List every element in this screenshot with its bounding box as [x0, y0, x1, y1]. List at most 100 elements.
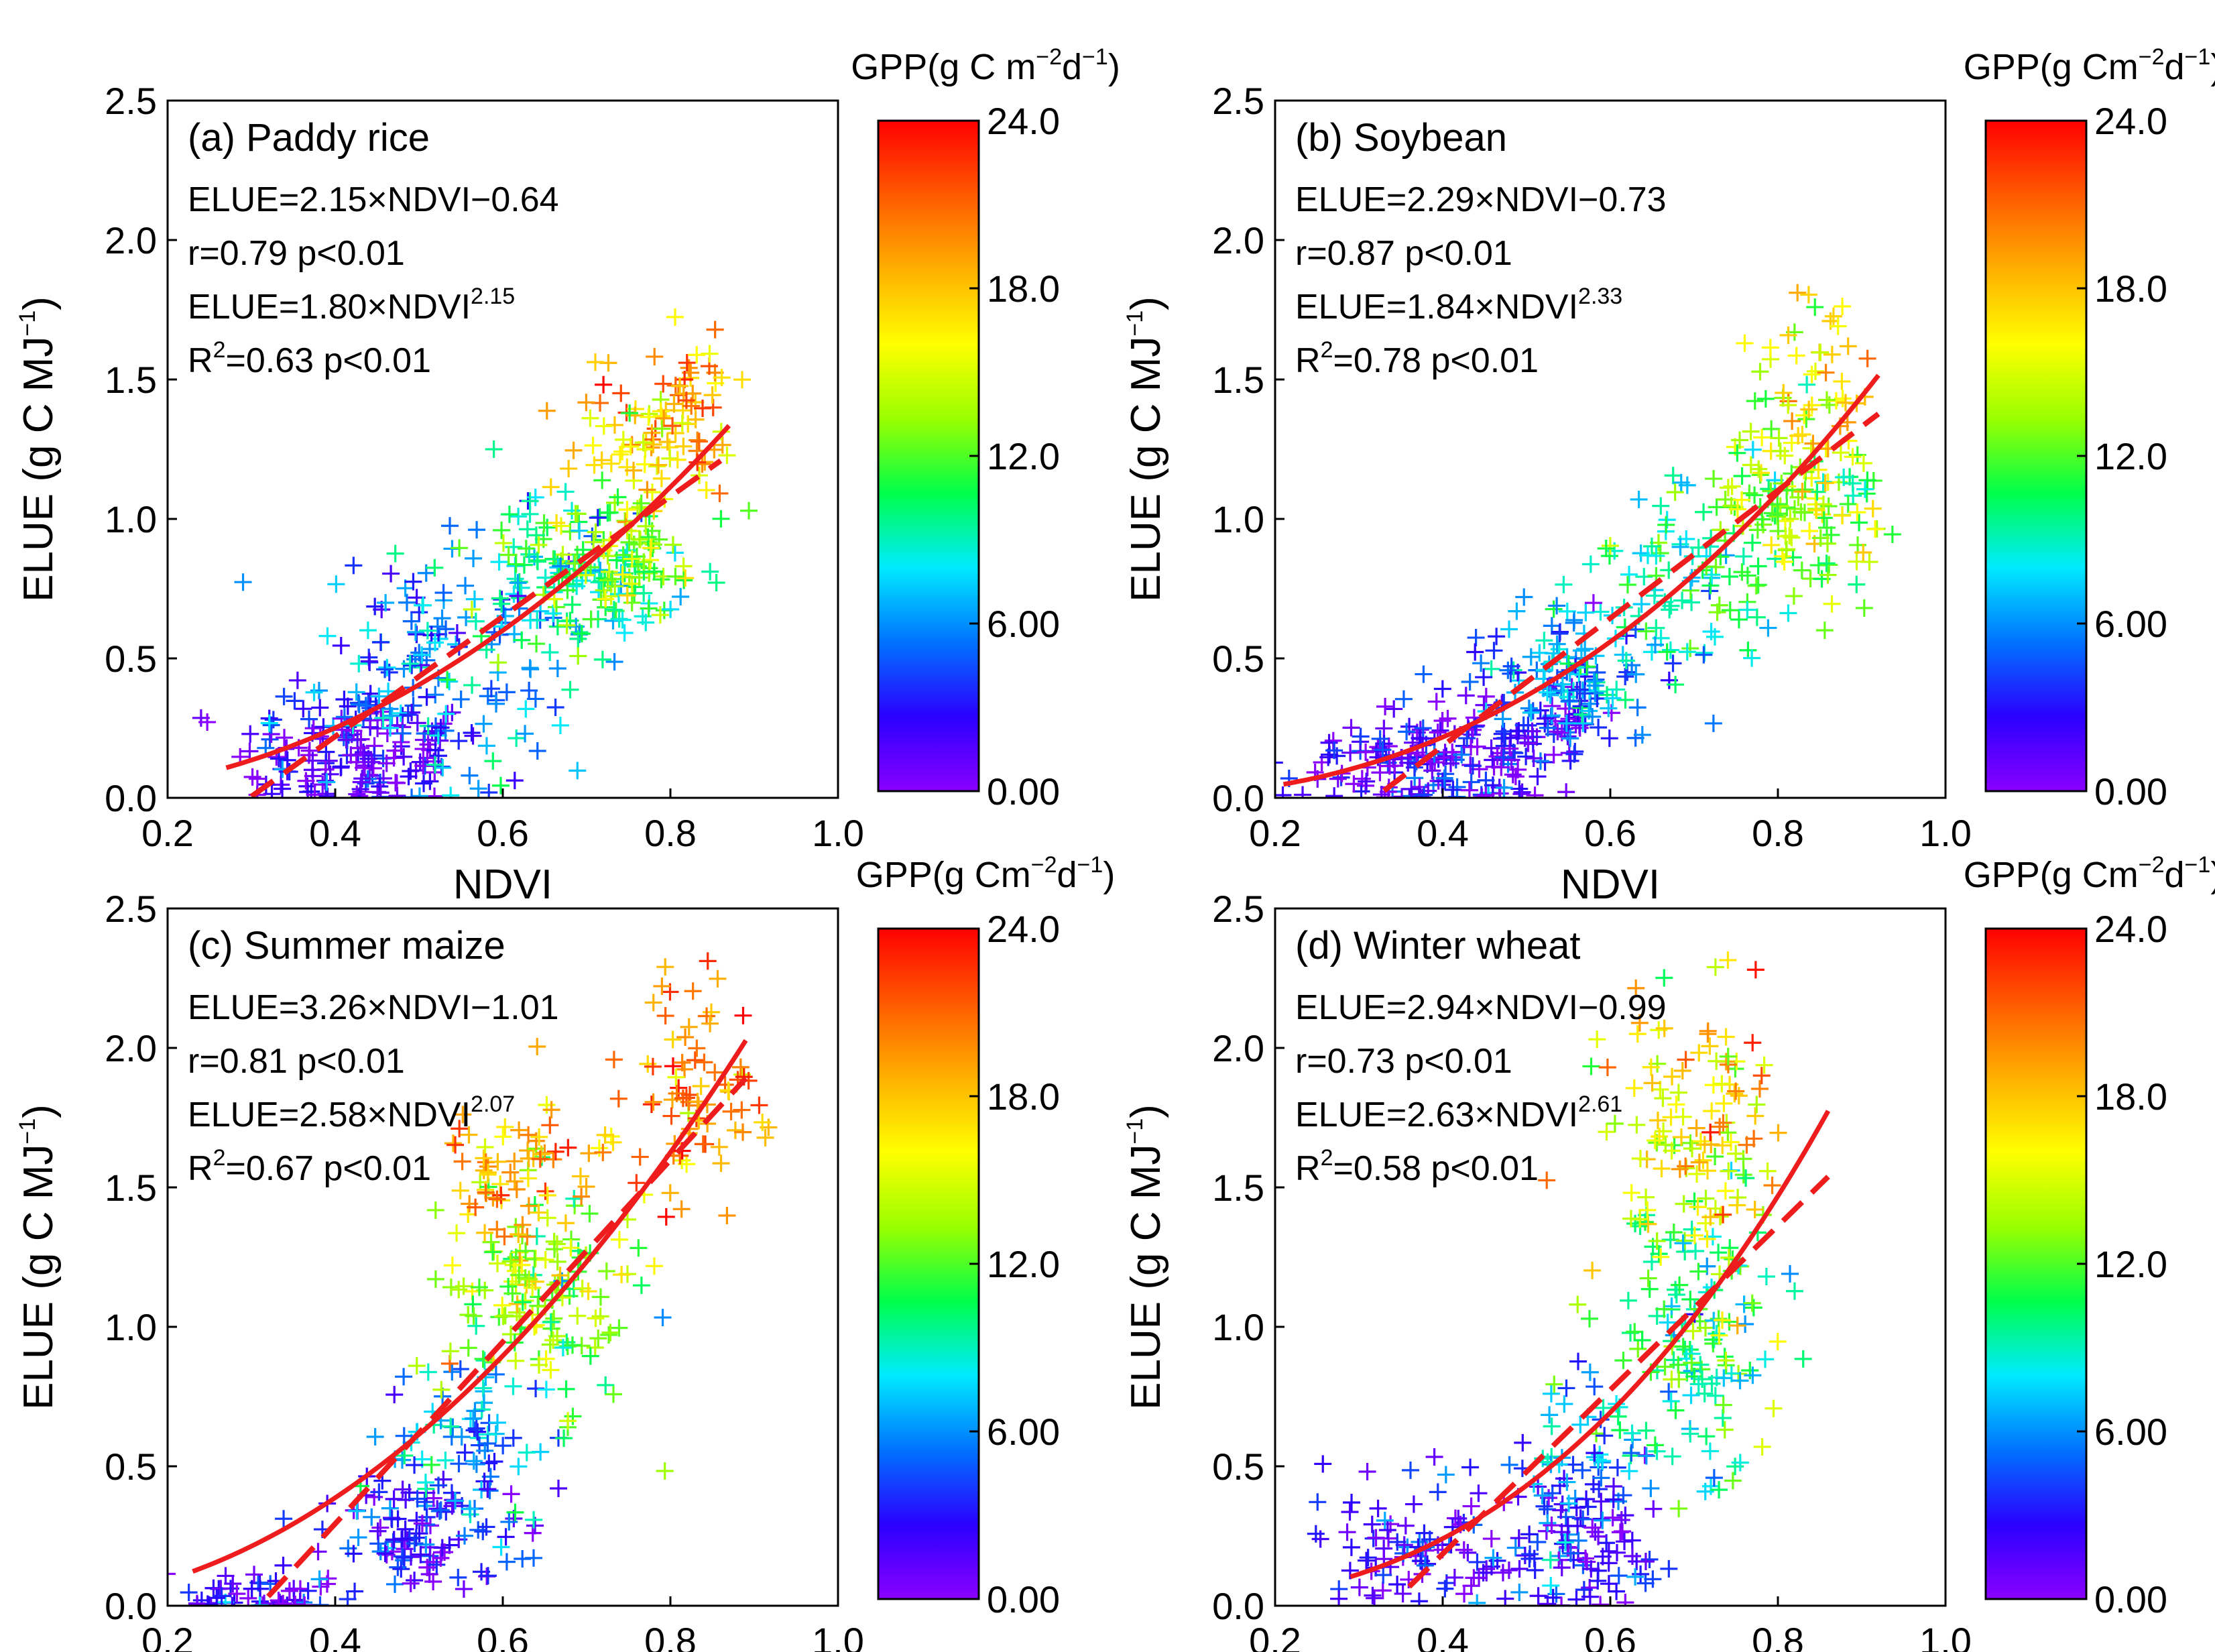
scatter-point [1598, 1059, 1616, 1076]
scatter-point [605, 653, 623, 671]
scatter-point [484, 752, 502, 770]
scatter-point [396, 1447, 414, 1465]
scatter-point [1698, 1230, 1716, 1248]
colorbar-tick-label: 24.0 [987, 100, 1060, 142]
scatter-point [1590, 718, 1608, 736]
scatter-point [1728, 500, 1746, 518]
scatter-point [501, 1163, 520, 1181]
scatter-point [591, 1307, 609, 1325]
panel-title: (b) Soybean [1295, 116, 1507, 160]
scatter-point [475, 1149, 493, 1167]
scatter-point [519, 1169, 537, 1187]
scatter-point [1850, 514, 1868, 532]
scatter-point [518, 1228, 536, 1246]
y-tick-label: 0.0 [105, 1585, 157, 1627]
scatter-point [454, 1106, 472, 1124]
scatter-point [656, 1462, 674, 1480]
scatter-point [1637, 1421, 1655, 1439]
scatter-point [1374, 1566, 1392, 1584]
scatter-point [662, 600, 680, 618]
scatter-point [404, 573, 422, 591]
scatter-point [393, 1547, 411, 1566]
scatter-point [1783, 412, 1801, 430]
y-tick-label: 1.5 [105, 359, 157, 401]
scatter-point [1586, 1523, 1604, 1541]
scatter-point [1427, 693, 1445, 711]
scatter-point [499, 1277, 518, 1295]
scatter-point [1656, 1358, 1674, 1376]
scatter-point [1675, 1232, 1693, 1250]
x-tick-label: 0.8 [644, 1620, 697, 1652]
scatter-point [1648, 1232, 1666, 1250]
scatter-point [600, 1325, 618, 1344]
scatter-point [1583, 1261, 1602, 1279]
scatter-point [1576, 1549, 1594, 1568]
scatter-point [1553, 675, 1571, 693]
scatter-point [604, 1133, 622, 1151]
scatter-point [661, 449, 679, 467]
scatter-point [666, 544, 684, 562]
scatter-point [1581, 555, 1600, 573]
y-tick-label: 0.0 [1212, 777, 1264, 819]
scatter-point [1500, 620, 1518, 638]
y-axis-title: ELUE (g C MJ−1) [15, 296, 62, 602]
scatter-point [603, 570, 621, 588]
colorbar [1984, 119, 2088, 792]
scatter-point [1460, 781, 1478, 798]
scatter-point [1671, 1276, 1689, 1294]
scatter-point [1684, 1322, 1702, 1340]
scatter-point [402, 612, 420, 630]
scatter-point [348, 1502, 366, 1520]
scatter-point [371, 1519, 390, 1537]
scatter-point [1687, 1242, 1705, 1260]
y-axis-title: ELUE (g C MJ−1) [1122, 1104, 1169, 1410]
scatter-point [450, 1455, 468, 1473]
scatter-point [1695, 503, 1713, 521]
scatter-point [703, 1003, 721, 1021]
scatter-point [525, 1549, 543, 1567]
scatter-point [1708, 603, 1726, 622]
scatter-point [606, 577, 624, 595]
scatter-point [442, 1417, 460, 1435]
scatter-point [657, 1207, 675, 1226]
scatter-point [645, 1257, 663, 1275]
scatter-point [521, 505, 539, 523]
scatter-point [1744, 1299, 1762, 1317]
scatter-point [1453, 746, 1471, 764]
scatter-point [673, 1053, 691, 1071]
scatter-point [1832, 444, 1850, 462]
x-tick-label: 0.2 [141, 1620, 194, 1652]
scatter-point [597, 590, 615, 608]
scatter-point [377, 593, 395, 611]
panel-title: (d) Winter wheat [1295, 924, 1580, 967]
scatter-point [1706, 958, 1724, 976]
scatter-point [520, 1197, 538, 1215]
scatter-point [644, 1057, 662, 1075]
scatter-point [676, 569, 695, 587]
scatter-point [1854, 544, 1872, 562]
scatter-point [1559, 713, 1577, 731]
scatter-point [632, 1277, 650, 1295]
scatter-point [272, 776, 290, 794]
scatter-point [453, 1428, 471, 1446]
scatter-point [500, 1513, 518, 1531]
scatter-point [688, 346, 706, 364]
scatter-point [516, 1292, 534, 1310]
scatter-point [1804, 434, 1822, 453]
scatter-point [426, 1270, 444, 1288]
scatter-point [297, 772, 315, 790]
scatter-point [505, 772, 524, 790]
scatter-point [740, 501, 758, 520]
scatter-point [394, 724, 412, 742]
scatter-point [487, 695, 505, 713]
scatter-point [1719, 951, 1737, 969]
scatter-point [1719, 1047, 1737, 1065]
scatter-point [371, 1543, 390, 1561]
scatter-point [360, 652, 378, 670]
scatter-point [1545, 600, 1563, 618]
scatter-point [1796, 481, 1814, 499]
colorbar-tick-label: 6.00 [987, 1411, 1060, 1453]
scatter-point [1468, 1553, 1486, 1571]
scatter-point [1705, 470, 1723, 488]
colorbar-tick-label: 0.00 [2094, 1578, 2167, 1620]
